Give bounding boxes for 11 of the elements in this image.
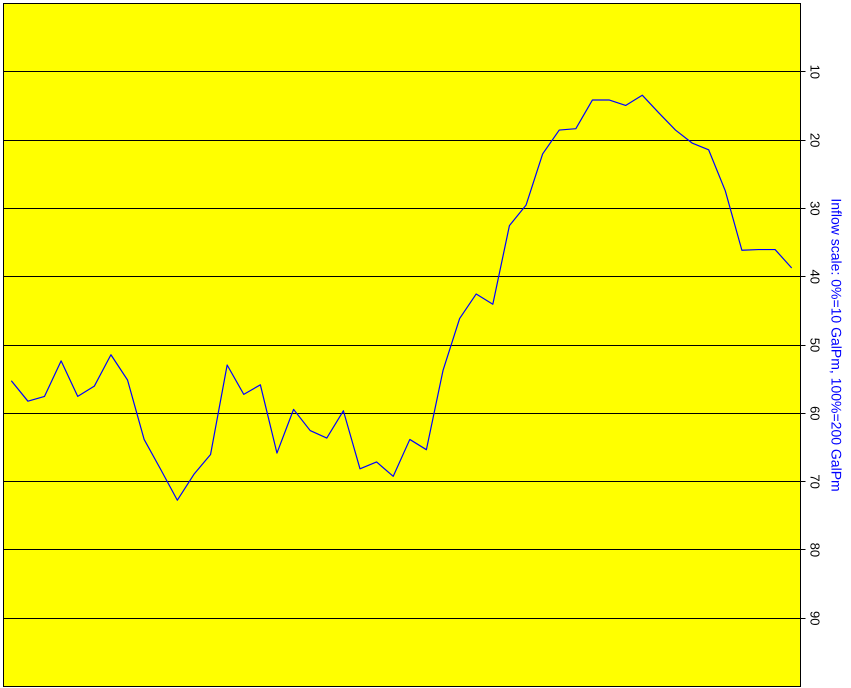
- y-tick-label: 70: [808, 474, 822, 489]
- y-tick-label: 20: [808, 132, 822, 148]
- y-tick-label: 40: [808, 269, 822, 284]
- y-tick-label: 60: [808, 406, 822, 421]
- y-tick-label: 30: [808, 201, 822, 216]
- line-series: [10, 94, 792, 501]
- y-axis-title: Inflow scale: 0%=10 GalPm, 100%=200 GalPm: [828, 198, 844, 492]
- y-tick-label: 90: [808, 610, 822, 626]
- y-tick-label: 50: [808, 338, 822, 352]
- y-tick-label: 80: [808, 542, 822, 558]
- y-tick-label: 10: [808, 64, 822, 80]
